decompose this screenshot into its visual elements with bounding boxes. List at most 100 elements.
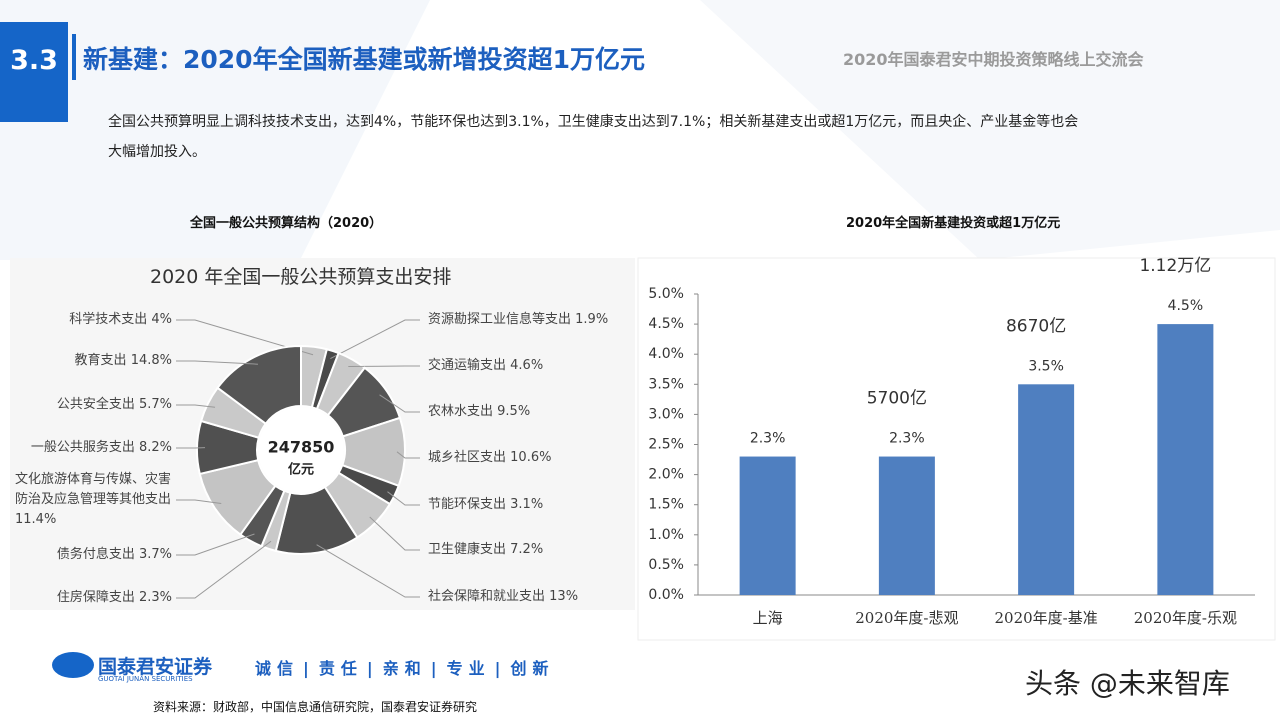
pie-label-value: 9.5% (497, 404, 531, 419)
pie-label-name: 节能环保支出 (428, 497, 507, 512)
pie-label-value: 1.9% (575, 312, 609, 327)
separator: | (494, 659, 507, 678)
slogan-word: 亲和 (382, 659, 427, 678)
pie-label-value: 4.6% (510, 358, 544, 373)
pie-label-name: 城乡社区支出 (428, 450, 507, 465)
event-title: 2020年国泰君安中期投资策略线上交流会 (843, 50, 1144, 69)
slogan-word: 责任 (318, 659, 363, 678)
pie-label-name: 文化旅游体育与传媒、灾害防治及应急管理等其他支出 (15, 472, 172, 507)
pie-label-value: 14.8% (130, 353, 172, 368)
intro-text: 全国公共预算明显上调科技技术支出，达到4%，节能环保也达到3.1%，卫生健康支出… (108, 114, 1079, 160)
pie-label-name: 资源勘探工业信息等支出 (428, 312, 572, 327)
company-name: 国泰君安证券 (98, 656, 213, 678)
pie-label-value: 4% (151, 312, 172, 327)
pie-label-name: 一般公共服务支出 (30, 440, 135, 455)
pie-label-name: 住房保障支出 (56, 590, 135, 605)
section-box (0, 22, 68, 122)
x-tick-label: 2020年度-悲观 (855, 609, 958, 627)
pie-label: 城乡社区支出 10.6% (428, 448, 551, 468)
pie-label: 农林水支出 9.5% (428, 402, 530, 422)
pie-label-name: 交通运输支出 (428, 358, 507, 373)
leader-line (176, 533, 255, 556)
slogan-word: 诚信 (255, 659, 300, 678)
pie-label-value: 3.1% (510, 497, 544, 512)
pie-slice (216, 344, 302, 426)
y-tick-label: 1.0% (648, 527, 684, 543)
annotation: 8670亿 (1006, 316, 1066, 336)
leader-line (176, 499, 222, 504)
pie-label-name: 社会保障和就业支出 (428, 589, 546, 604)
bg-shape (700, 0, 1280, 260)
logo-mark (52, 652, 94, 678)
bar (739, 456, 796, 595)
pie-label-value: 7.2% (510, 542, 544, 557)
pie-center-value: 247850 (268, 438, 335, 457)
pie-label: 教育支出 14.8% (75, 351, 172, 371)
y-tick-label: 2.5% (648, 437, 684, 453)
value-label: 2.3% (750, 431, 786, 447)
company-name-en: GUOTAI JUNAN SECURITIES (98, 675, 193, 683)
value-label: 2.3% (889, 431, 925, 447)
title-bar (72, 34, 76, 80)
section-number: 3.3 (10, 45, 58, 76)
pie-label: 社会保障和就业支出 13% (428, 587, 578, 607)
leader-line (369, 516, 420, 551)
pie-label-name: 公共安全支出 (56, 397, 135, 412)
value-label: 4.5% (1168, 298, 1204, 314)
leader-line (330, 319, 420, 360)
pie-label: 卫生健康支出 7.2% (428, 540, 543, 560)
pie-label-value: 2.3% (138, 590, 172, 605)
leader-line (176, 319, 314, 356)
separator: | (366, 659, 379, 678)
pie-label-value: 11.4% (15, 512, 57, 527)
x-tick-label: 上海 (753, 609, 783, 627)
y-tick-label: 5.0% (648, 286, 684, 302)
leader-line (176, 404, 216, 408)
bg-shape (0, 0, 430, 260)
bar (1018, 384, 1075, 595)
pie-center-unit: 亿元 (288, 462, 314, 478)
pie-label-name: 卫生健康支出 (428, 542, 507, 557)
value-label: 3.5% (1028, 358, 1064, 374)
pie-label-name: 科学技术支出 (69, 312, 148, 327)
pie-label: 住房保障支出 2.3% (57, 588, 172, 608)
slogan-word: 创新 (510, 659, 555, 678)
chart-title: 2020 年全国一般公共预算支出安排 (150, 266, 452, 288)
pie-hole (258, 407, 344, 493)
bar (878, 456, 935, 595)
leader-line (396, 451, 420, 459)
x-tick-label: 2020年度-乐观 (1134, 609, 1237, 627)
leader-line (387, 491, 420, 506)
pie-label: 文化旅游体育与传媒、灾害防治及应急管理等其他支出 11.4% (15, 470, 180, 530)
leader-line (176, 540, 272, 599)
leader-line (176, 360, 258, 365)
pie-label: 节能环保支出 3.1% (428, 495, 543, 515)
annotation: 1.12万亿 (1139, 256, 1211, 276)
pie-label-value: 13% (549, 589, 579, 604)
pie-label-value: 5.7% (138, 397, 172, 412)
pie-label-value: 8.2% (138, 440, 172, 455)
slide-title: 新基建：2020年全国新基建或新增投资超1万亿元 (83, 45, 645, 74)
y-tick-label: 2.0% (648, 467, 684, 483)
annotation: 5700亿 (867, 389, 927, 409)
pie-label: 债务付息支出 3.7% (57, 545, 172, 565)
watermark: 头条 @未来智库 (1025, 667, 1230, 700)
y-tick-label: 3.5% (648, 376, 684, 392)
pie-label-name: 教育支出 (74, 353, 127, 368)
leader-line (379, 394, 420, 413)
y-tick-label: 0.0% (648, 587, 684, 603)
y-tick-label: 0.5% (648, 557, 684, 573)
pie-label-value: 10.6% (510, 450, 552, 465)
slogan: 诚信 | 责任 | 亲和 | 专业 | 创新 (255, 655, 554, 679)
leader-line (316, 544, 420, 598)
pie-label-name: 农林水支出 (428, 404, 494, 419)
separator: | (303, 659, 315, 678)
y-tick-label: 4.5% (648, 316, 684, 332)
bar (1157, 324, 1214, 595)
pie-label: 交通运输支出 4.6% (428, 356, 543, 376)
slogan-word: 专业 (446, 659, 491, 678)
pie-label: 资源勘探工业信息等支出 1.9% (428, 310, 608, 330)
pie-label: 公共安全支出 5.7% (57, 395, 172, 415)
